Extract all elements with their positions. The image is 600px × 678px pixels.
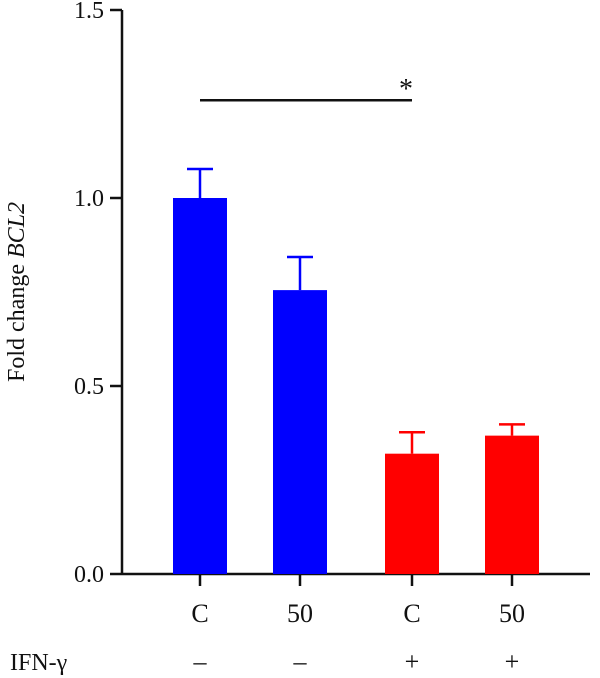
y-tick-label: 0.0	[74, 562, 104, 588]
bar	[485, 435, 539, 574]
y-axis-label: Fold change BCL2	[4, 202, 30, 382]
x-axis	[122, 572, 590, 586]
condition-value: –	[193, 647, 208, 676]
condition-value: –	[293, 647, 308, 676]
bar	[273, 290, 327, 574]
y-tick-label: 1.5	[74, 0, 104, 24]
category-label: C	[403, 599, 420, 628]
category-label: C	[191, 599, 208, 628]
error-bars	[187, 167, 525, 454]
y-tick-label: 0.5	[74, 374, 104, 400]
category-labels: C 50 C 50	[191, 599, 525, 628]
condition-value: +	[505, 647, 520, 676]
bar	[173, 198, 227, 574]
bar	[385, 453, 439, 574]
y-tick-label: 1.0	[74, 186, 104, 212]
y-axis: 0.0 0.5 1.0 1.5	[74, 0, 124, 588]
condition-row-label: IFN-γ	[10, 650, 68, 676]
condition-row: – – + +	[193, 647, 520, 676]
category-label: 50	[499, 599, 525, 628]
bars	[173, 198, 539, 574]
significance-annotation: *	[200, 74, 413, 105]
significance-marker: *	[399, 74, 413, 105]
category-label: 50	[287, 599, 313, 628]
condition-value: +	[405, 647, 420, 676]
